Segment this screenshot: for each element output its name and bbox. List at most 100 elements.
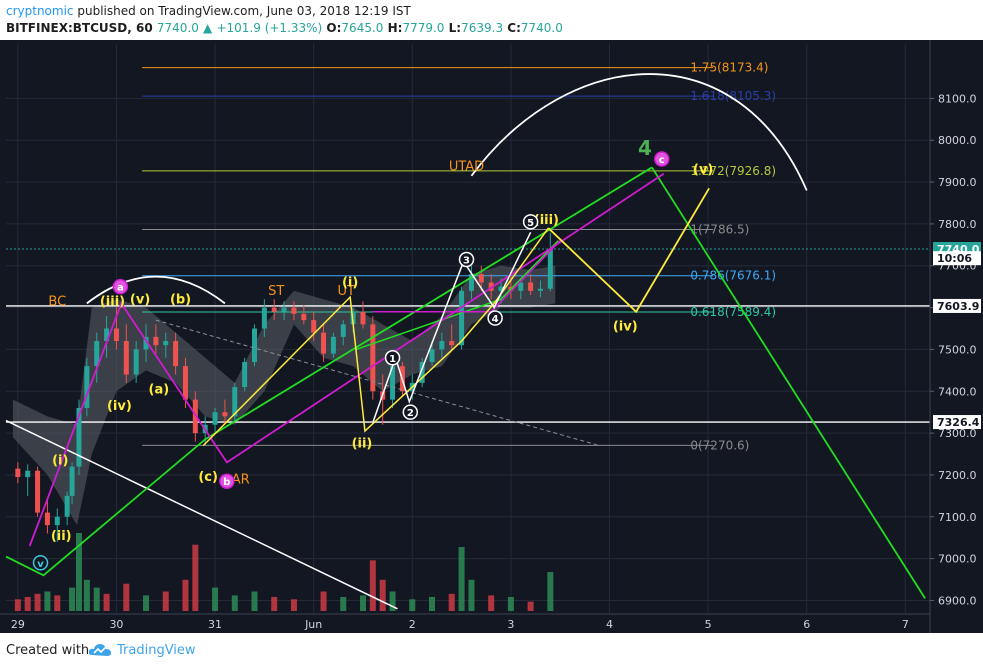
price-tag xyxy=(933,251,981,266)
candle-body xyxy=(35,470,41,513)
fib-level-label: 0.786(7676.1) xyxy=(690,269,776,283)
volume-bars xyxy=(14,533,554,611)
ichimoku-cloud xyxy=(12,265,556,526)
time-tick-label: 7 xyxy=(902,618,909,631)
volume-bar xyxy=(369,560,376,611)
yellow-wave-label: (b) xyxy=(170,292,191,307)
volume-bar xyxy=(340,596,347,611)
price-tick-label: 7900.0 xyxy=(938,176,977,189)
yellow-projection xyxy=(547,187,710,314)
time-tick-label: 31 xyxy=(208,618,222,631)
open-label: O: xyxy=(326,21,342,35)
time-tick-label: 2 xyxy=(409,618,416,631)
price-tick-label: 7300.0 xyxy=(938,427,977,440)
volume-bar xyxy=(251,591,258,611)
wave-annotation: AR xyxy=(232,472,250,487)
candle-body xyxy=(330,336,336,354)
wave-annotation: UTAD xyxy=(449,159,484,174)
yellow-wave-label: (a) xyxy=(149,382,170,397)
yellow-wave-label: (i) xyxy=(52,453,68,468)
yellow-wave-label: (iv) xyxy=(613,320,638,335)
price-tag xyxy=(933,298,981,313)
yellow-wave-line xyxy=(202,227,549,447)
white-wave-number-circle xyxy=(487,310,503,326)
yellow-wave-label: (v) xyxy=(130,292,150,307)
price-tick-label: 7800.0 xyxy=(938,218,977,231)
green-projection xyxy=(651,166,926,599)
price-tag xyxy=(933,415,981,430)
wave-labels: BC ST UT UTAD AR 4 (i) (ii) (iii) (iv) (v) (a) (b) (c… xyxy=(32,136,713,571)
publish-line: cryptnomic published on TradingView.com,… xyxy=(6,4,411,18)
volume-bar xyxy=(24,596,31,611)
candle-body xyxy=(291,307,297,314)
candle-body xyxy=(537,288,543,291)
candle-body xyxy=(518,282,524,291)
magenta-wave-letter-text: c xyxy=(659,155,665,166)
volume-bar xyxy=(458,547,465,611)
magenta-wave-letter-circle xyxy=(219,473,235,489)
tradingview-brand-link[interactable]: TradingView xyxy=(117,643,196,658)
candle-body xyxy=(439,341,445,350)
white-wave-number-circle xyxy=(384,350,401,366)
candle-body xyxy=(281,307,287,312)
candle-body xyxy=(153,336,159,346)
price-tag-label: 10:06 xyxy=(937,252,972,265)
high-value: 7779.0 xyxy=(402,21,445,35)
volume-bar xyxy=(271,596,278,611)
wave-annotation: BC xyxy=(48,294,66,309)
candle-body xyxy=(311,320,317,333)
high-label: H: xyxy=(387,21,403,35)
price-tag-label: 7326.4 xyxy=(937,416,980,429)
candle-body xyxy=(133,349,139,375)
candle-body xyxy=(113,328,119,342)
candle-body xyxy=(25,470,31,478)
fib-level-label: 0(7270.6) xyxy=(690,438,749,452)
price-axis-background xyxy=(931,40,983,633)
volume-bar xyxy=(379,579,386,611)
horizontal-levels xyxy=(6,248,930,423)
wave-annotation: UT xyxy=(337,284,355,299)
price-tick-label: 6900.0 xyxy=(938,594,977,607)
yellow-wave-label: (iii) xyxy=(534,213,559,228)
volume-bar xyxy=(547,572,554,611)
candle-body xyxy=(69,466,75,496)
magenta-wave-letter-circle xyxy=(112,278,129,295)
price-tick-label: 7000.0 xyxy=(938,553,977,566)
candle-body xyxy=(252,328,258,362)
price-tick-label: 7500.0 xyxy=(938,343,977,356)
author-link[interactable]: cryptnomic xyxy=(6,4,74,18)
close-label: C: xyxy=(507,21,521,35)
top-arc xyxy=(86,275,226,305)
candle-body xyxy=(222,412,228,417)
time-tick-label: Jun xyxy=(304,618,322,631)
yellow-wave-label: (iv) xyxy=(107,399,132,414)
volume-bar xyxy=(448,593,455,611)
time-tick-label: 4 xyxy=(606,618,613,631)
candle-body xyxy=(390,366,396,400)
candle-body xyxy=(370,324,376,392)
price-tick-label: 8100.0 xyxy=(938,92,977,105)
white-wave-count xyxy=(372,231,532,423)
tradingview-cloud-icon xyxy=(88,644,111,656)
green-channel-upper xyxy=(355,240,559,351)
cyan-wave-label-text: v xyxy=(37,559,44,570)
candle-body xyxy=(261,307,267,329)
price-chart[interactable]: 1.75(8173.4)1.618(8105.3)1.272(7926.8)1(… xyxy=(0,40,983,633)
price-change: +101.9 (+1.33%) xyxy=(216,21,323,35)
volume-bar xyxy=(123,583,130,611)
white-wave-number-circle xyxy=(402,404,419,420)
last-price: 7740.0 xyxy=(156,21,199,35)
candle-body xyxy=(182,366,188,400)
volume-bar xyxy=(231,595,238,611)
volume-bar xyxy=(468,579,475,611)
price-tick-label: 8000.0 xyxy=(938,134,977,147)
created-with-label: Created with xyxy=(6,643,90,658)
white-wave-number-text: 1 xyxy=(389,354,396,365)
volume-bar xyxy=(103,593,110,611)
candle-body xyxy=(15,468,21,478)
close-value: 7740.0 xyxy=(520,21,563,35)
candle-body xyxy=(468,274,474,291)
candle-body xyxy=(123,341,129,375)
volume-bar xyxy=(320,591,327,611)
